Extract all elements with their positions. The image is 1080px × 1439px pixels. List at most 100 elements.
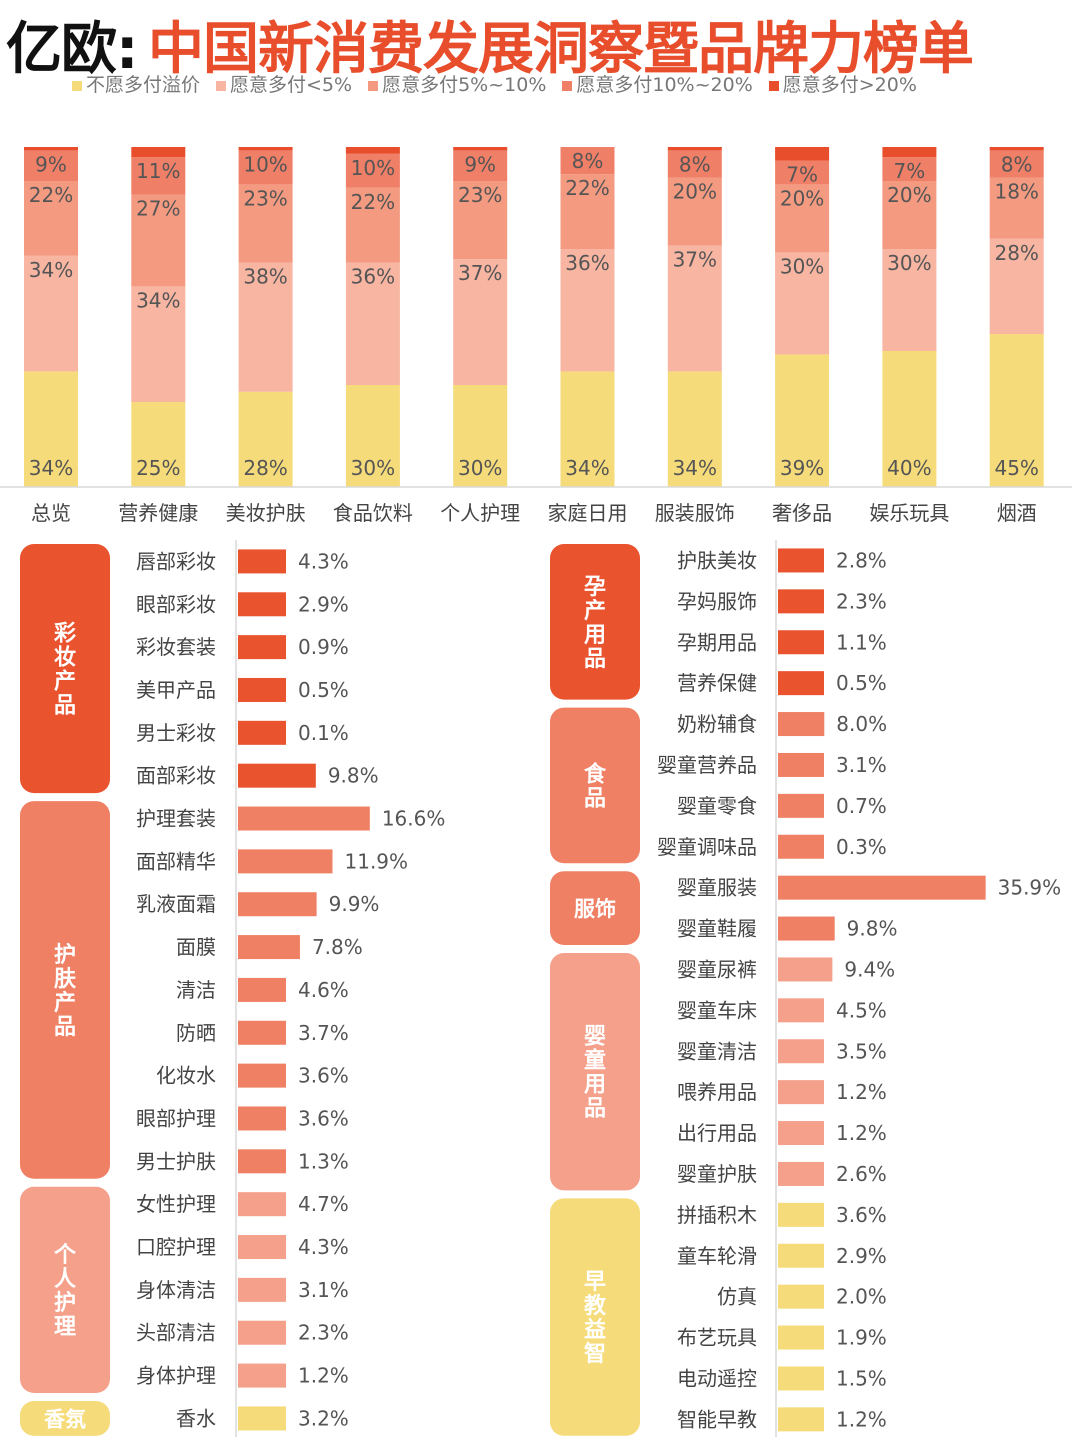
group-box xyxy=(20,801,110,1179)
data-label: 34% xyxy=(136,288,180,312)
bar xyxy=(238,1192,286,1217)
data-label: 34% xyxy=(565,456,609,480)
bar-segment xyxy=(882,249,937,351)
bar-segment xyxy=(560,174,615,249)
group-box xyxy=(20,544,110,794)
value-label: 2.6% xyxy=(836,1162,887,1186)
data-label: 9% xyxy=(464,152,496,176)
chart-legend: 不愿多付溢价 愿意多付<5% 愿意多付5%~10% 愿意多付10%~20% 愿意多付>2… xyxy=(72,70,933,96)
bar xyxy=(778,1121,824,1146)
category-label: 营养健康 xyxy=(118,501,198,525)
legend-label: 愿意多付<5% xyxy=(230,74,353,96)
bar-segment xyxy=(667,150,722,178)
category-label: 个人护理 xyxy=(440,501,520,525)
category-label: 奢侈品 xyxy=(772,501,832,525)
item-label: 化妆水 xyxy=(156,1064,216,1088)
group-box xyxy=(550,953,640,1191)
data-label: 34% xyxy=(29,258,73,282)
group-label-char: 教 xyxy=(584,1293,607,1319)
category-label: 美妆护肤 xyxy=(226,501,306,525)
item-label: 拼插积木 xyxy=(677,1203,757,1227)
group-label-char: 理 xyxy=(54,1315,76,1340)
data-label: 36% xyxy=(351,265,395,289)
bar-segment xyxy=(667,177,722,246)
bar-segment xyxy=(345,153,400,188)
bar-segment xyxy=(131,286,186,402)
item-label: 奶粉辅食 xyxy=(677,712,757,736)
bar-segment xyxy=(453,259,508,385)
group-label-char: 用 xyxy=(584,623,606,648)
legend-label: 愿意多付5%~10% xyxy=(382,74,547,96)
bar xyxy=(778,1284,824,1309)
data-label: 30% xyxy=(458,456,502,480)
value-label: 1.1% xyxy=(836,630,887,654)
bar-segment xyxy=(989,177,1044,239)
group-label: 香氛 xyxy=(44,1407,86,1431)
value-label: 35.9% xyxy=(998,876,1062,900)
bar-segment xyxy=(345,262,400,385)
value-label: 1.2% xyxy=(298,1364,349,1388)
legend-swatch xyxy=(72,80,82,91)
value-label: 16.6% xyxy=(382,807,446,831)
bar xyxy=(238,1406,286,1431)
group-label-char: 童 xyxy=(584,1048,606,1074)
title-brand: 亿欧: xyxy=(6,17,138,82)
bar xyxy=(778,1366,824,1391)
value-label: 9.8% xyxy=(328,764,379,788)
bar-segment xyxy=(667,371,722,487)
category-label: 家庭日用 xyxy=(548,501,628,525)
value-label: 4.5% xyxy=(836,998,887,1022)
value-label: 3.6% xyxy=(298,1106,349,1130)
bar-segment xyxy=(667,245,722,372)
bar-segment xyxy=(882,351,937,487)
value-label: 1.5% xyxy=(836,1366,887,1390)
group-box xyxy=(550,707,640,864)
data-label: 37% xyxy=(673,248,717,272)
bar-segment xyxy=(775,252,830,355)
bar xyxy=(238,806,370,831)
bar-segment xyxy=(24,255,78,372)
bar xyxy=(778,1407,824,1432)
item-label: 孕妈服饰 xyxy=(677,589,757,613)
data-label: 22% xyxy=(29,183,73,207)
item-label: 男士彩妆 xyxy=(136,721,216,745)
value-label: 8.0% xyxy=(836,712,887,736)
item-label: 婴童鞋履 xyxy=(677,917,757,941)
value-label: 0.7% xyxy=(836,794,887,818)
bar-segment xyxy=(238,147,293,151)
value-label: 2.8% xyxy=(836,548,887,572)
value-label: 4.3% xyxy=(298,1235,349,1259)
stacked-bar-chart: 34% 34% 22% 9% 总览 25% 34% 27% 11% 营养健康 28% 38% 23% 10… xyxy=(0,147,1072,525)
bar-segment xyxy=(775,354,830,487)
page-title: 亿欧: 中国新消费发展洞察暨品牌力榜单 xyxy=(0,0,1080,82)
legend-label: 不愿多付溢价 xyxy=(86,74,201,96)
value-label: 0.9% xyxy=(298,635,349,659)
value-label: 4.3% xyxy=(298,549,349,573)
data-label: 20% xyxy=(887,183,931,207)
bar-segment xyxy=(882,157,937,181)
data-label: 30% xyxy=(780,254,824,278)
group-label-char: 品 xyxy=(54,694,76,719)
value-label: 1.2% xyxy=(836,1080,887,1104)
value-label: 0.5% xyxy=(298,678,349,702)
legend-swatch xyxy=(562,80,573,91)
data-label: 7% xyxy=(786,163,818,187)
data-label: 34% xyxy=(29,456,73,480)
item-label: 布艺玩具 xyxy=(677,1326,757,1350)
value-label: 11.9% xyxy=(345,849,409,873)
group-label: 服饰 xyxy=(574,897,616,921)
value-label: 9.9% xyxy=(329,892,380,916)
item-label: 童车轮滑 xyxy=(677,1244,757,1268)
group-label-char: 品 xyxy=(54,1015,76,1040)
bar xyxy=(778,1243,824,1268)
data-label: 40% xyxy=(887,456,931,480)
bar-segment xyxy=(560,147,615,175)
item-label: 身体护理 xyxy=(136,1364,216,1388)
group-label-char: 婴 xyxy=(584,1025,606,1050)
group-box xyxy=(550,871,640,945)
item-label: 营养保健 xyxy=(677,671,757,695)
item-label: 婴童护肤 xyxy=(677,1162,757,1186)
title-main: 中国新消费发展洞察暨品牌力榜单 xyxy=(148,17,974,82)
group-label-char: 产 xyxy=(54,991,76,1016)
item-label: 香水 xyxy=(176,1406,216,1430)
